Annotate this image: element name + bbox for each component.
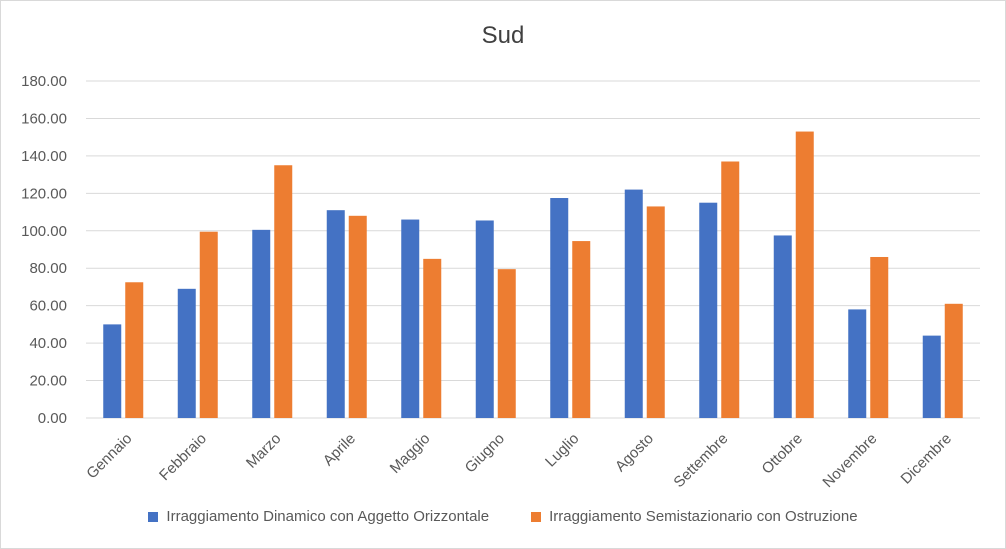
bar-series-2-maggio xyxy=(423,258,442,418)
legend-swatch-series-2 xyxy=(531,511,542,522)
legend-label-series-1: Irraggiamento Dinamico con Aggetto Orizz… xyxy=(166,508,490,525)
bar-series-1-febbraio xyxy=(177,288,196,418)
x-tick-label-maggio: Maggio xyxy=(387,430,434,477)
y-tick-label: 100.00 xyxy=(21,223,67,240)
legend: Irraggiamento Dinamico con Aggetto Orizz… xyxy=(0,508,1006,525)
x-tick-label-marzo: Marzo xyxy=(243,430,284,471)
legend-swatch-series-1 xyxy=(148,511,159,522)
y-tick-label: 160.00 xyxy=(21,110,67,127)
bar-series-1-luglio xyxy=(550,198,569,418)
bar-series-1-gennaio xyxy=(103,324,122,418)
x-tick-label-agosto: Agosto xyxy=(612,430,657,475)
bar-series-2-gennaio xyxy=(125,282,144,418)
bar-series-2-ottobre xyxy=(795,131,814,419)
bar-series-2-aprile xyxy=(348,215,367,418)
bar-series-1-novembre xyxy=(848,309,867,418)
chart-title: Sud xyxy=(481,22,525,49)
bar-series-2-luglio xyxy=(572,241,591,418)
bar-series-2-giugno xyxy=(497,269,516,418)
bar-series-2-settembre xyxy=(721,161,740,418)
y-tick-label: 40.00 xyxy=(29,335,67,352)
bar-series-1-giugno xyxy=(475,220,494,418)
legend-item-series-1: Irraggiamento Dinamico con Aggetto Orizz… xyxy=(148,508,489,525)
x-tick-label-aprile: Aprile xyxy=(320,430,359,469)
x-tick-label-luglio: Luglio xyxy=(542,430,582,470)
y-tick-label: 60.00 xyxy=(29,298,67,315)
bar-series-1-agosto xyxy=(624,189,643,418)
y-tick-label: 120.00 xyxy=(21,185,67,202)
bar-series-1-aprile xyxy=(326,210,345,418)
x-tick-label-novembre: Novembre xyxy=(819,430,880,491)
bar-series-2-febbraio xyxy=(199,231,218,418)
legend-item-series-2: Irraggiamento Semistazionario con Ostruz… xyxy=(531,508,858,525)
y-tick-label: 20.00 xyxy=(29,373,67,390)
bar-series-1-marzo xyxy=(252,229,271,418)
x-tick-label-ottobre: Ottobre xyxy=(759,430,806,477)
bar-series-1-dicembre xyxy=(922,335,941,418)
bar-series-2-dicembre xyxy=(944,303,963,418)
y-tick-label: 180.00 xyxy=(21,73,67,90)
x-tick-label-giugno: Giugno xyxy=(462,430,508,476)
bar-series-1-settembre xyxy=(699,202,718,418)
bar-series-2-agosto xyxy=(646,206,665,418)
y-tick-label: 0.00 xyxy=(38,410,67,427)
bar-series-1-maggio xyxy=(401,219,420,418)
bar-series-1-ottobre xyxy=(773,235,792,418)
legend-label-series-2: Irraggiamento Semistazionario con Ostruz… xyxy=(549,508,858,525)
y-tick-label: 80.00 xyxy=(29,260,67,277)
x-tick-label-dicembre: Dicembre xyxy=(898,430,955,487)
bar-series-2-novembre xyxy=(870,256,889,418)
bar-series-2-marzo xyxy=(274,165,293,418)
x-tick-label-gennaio: Gennaio xyxy=(83,430,135,482)
y-tick-label: 140.00 xyxy=(21,148,67,165)
x-tick-label-settembre: Settembre xyxy=(670,430,731,491)
x-tick-label-febbraio: Febbraio xyxy=(156,430,210,484)
